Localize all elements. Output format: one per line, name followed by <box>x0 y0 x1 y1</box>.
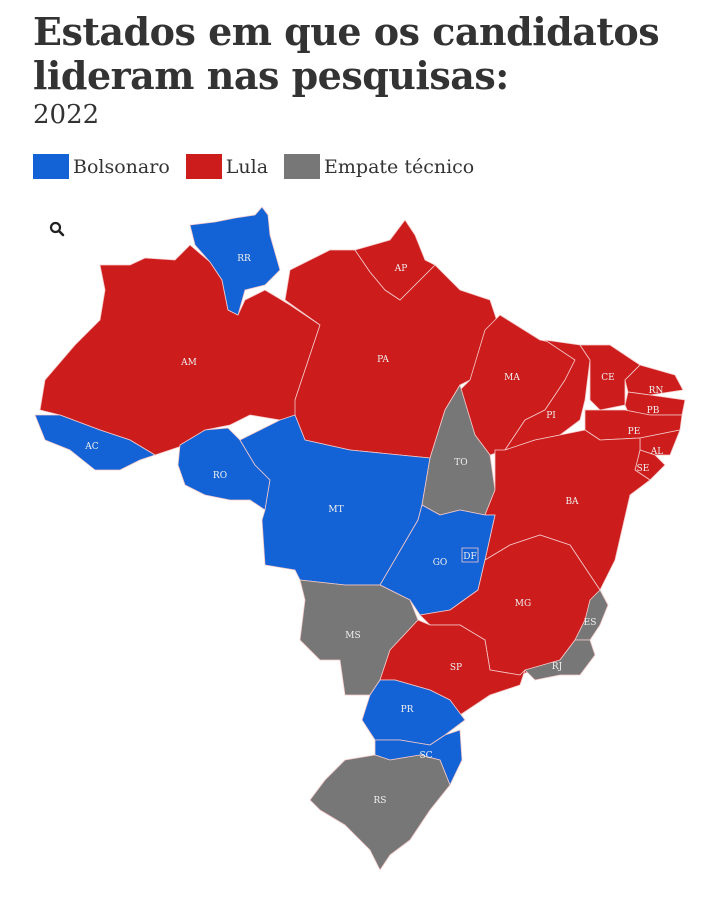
state-label-ma: MA <box>504 373 520 383</box>
state-label-ap: AP <box>394 264 408 274</box>
state-label-to: TO <box>454 458 467 468</box>
state-label-ms: MS <box>345 631 360 641</box>
legend-label: Empate técnico <box>324 155 475 178</box>
state-ap[interactable] <box>354 219 436 301</box>
state-label-df: DF <box>463 552 476 562</box>
title-line-2: lideram nas pesquisas: <box>33 53 509 98</box>
search-icon[interactable] <box>48 220 66 238</box>
state-rj[interactable] <box>524 639 596 681</box>
state-label-sc: SC <box>419 751 432 761</box>
state-label-pr: PR <box>401 705 414 715</box>
state-pr[interactable] <box>361 679 466 746</box>
state-ac[interactable] <box>34 414 156 471</box>
legend-swatch <box>33 154 69 179</box>
state-label-sp: SP <box>450 663 462 673</box>
state-label-es: ES <box>584 618 597 628</box>
legend-swatch <box>185 154 222 179</box>
state-label-pa: PA <box>377 355 389 365</box>
state-label-ce: CE <box>601 373 614 383</box>
state-label-ro: RO <box>213 471 227 481</box>
state-df[interactable] <box>461 547 479 563</box>
state-label-se: SE <box>637 464 650 474</box>
state-label-rr: RR <box>237 254 251 264</box>
title-line-1: Estados em que os candidatos <box>33 9 660 54</box>
state-label-pe: PE <box>628 427 641 437</box>
state-label-pi: PI <box>546 411 556 421</box>
state-label-am: AM <box>180 358 197 368</box>
state-es[interactable] <box>574 589 609 641</box>
legend-item-bolsonaro: Bolsonaro <box>33 154 170 179</box>
state-label-mt: MT <box>328 505 343 515</box>
legend-label: Bolsonaro <box>73 155 170 178</box>
legend-item-empate: Empate técnico <box>284 154 474 179</box>
subtitle: 2022 <box>33 100 100 130</box>
state-rs[interactable] <box>309 754 451 871</box>
state-label-al: AL <box>650 447 663 457</box>
state-label-ac: AC <box>84 442 98 452</box>
state-label-mg: MG <box>515 599 531 609</box>
state-label-pb: PB <box>647 406 660 416</box>
state-label-rs: RS <box>374 796 387 806</box>
state-label-rj: RJ <box>552 662 563 672</box>
state-rr[interactable] <box>189 206 281 316</box>
legend-label: Lula <box>225 155 269 178</box>
legend-item-lula: Lula <box>185 154 269 179</box>
legend-swatch <box>284 154 321 179</box>
state-label-go: GO <box>433 558 448 568</box>
state-label-ba: BA <box>565 497 579 507</box>
chart-title: Estados em que os candidatos lideram nas… <box>33 9 660 98</box>
legend: Bolsonaro Lula Empate técnico <box>33 154 490 179</box>
state-label-rn: RN <box>649 386 664 396</box>
